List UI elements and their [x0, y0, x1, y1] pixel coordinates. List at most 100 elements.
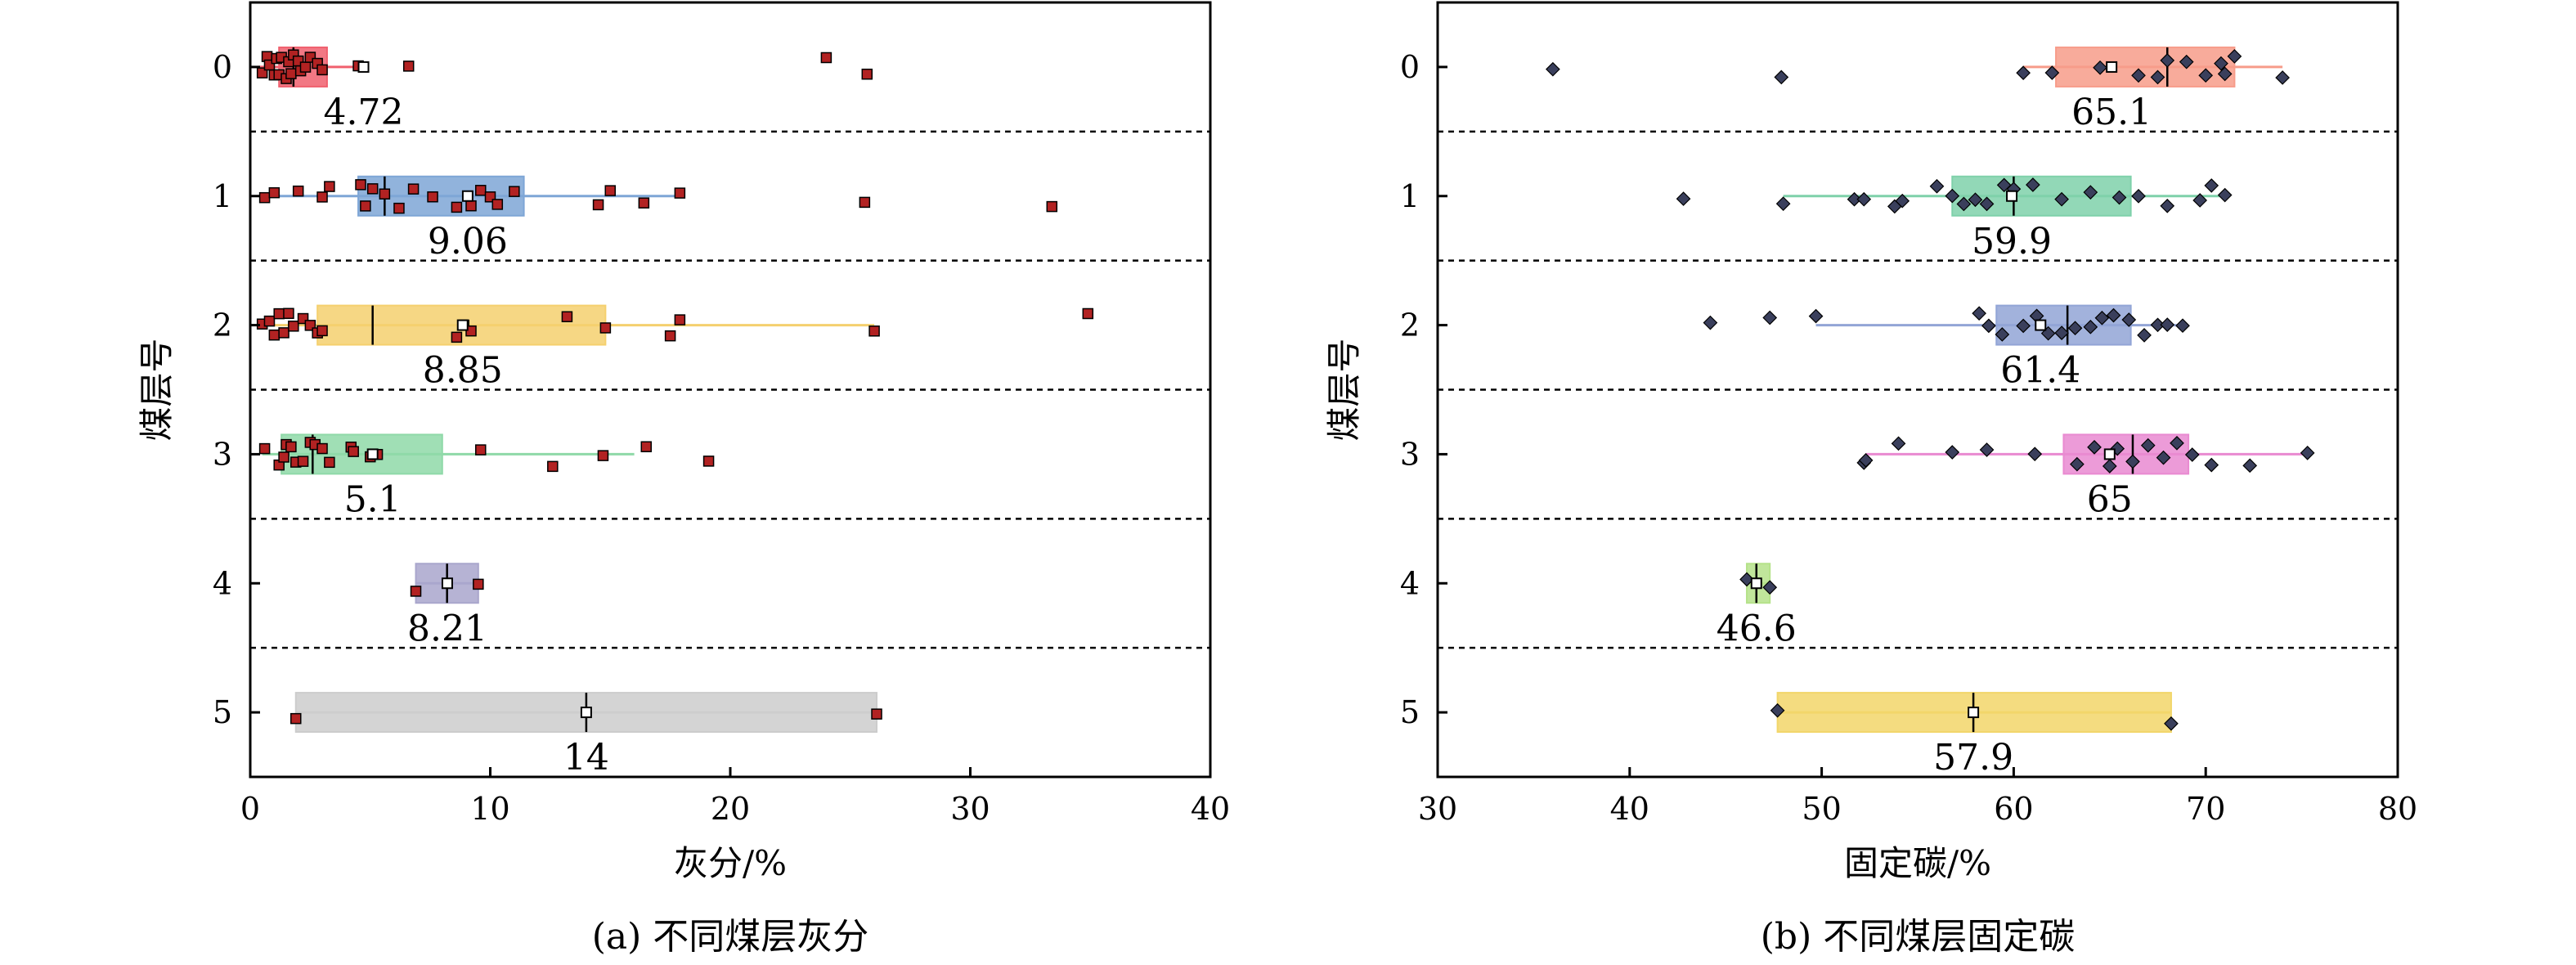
- box-iqr: [2056, 47, 2234, 87]
- data-point: [291, 714, 301, 724]
- data-point: [394, 204, 404, 213]
- data-point: [2205, 179, 2218, 192]
- y-tick-label: 1: [1400, 178, 1420, 214]
- mean-marker: [442, 578, 452, 588]
- data-point: [509, 186, 519, 196]
- y-tick-label: 1: [213, 178, 232, 214]
- y-axis-title: 煤层号: [137, 338, 177, 441]
- box-group: 5.1: [260, 434, 714, 520]
- mean-label: 57.9: [1933, 737, 2013, 779]
- y-tick-label: 0: [213, 49, 232, 85]
- y-tick-label: 5: [1400, 694, 1420, 730]
- x-tick-label: 10: [470, 791, 509, 827]
- data-point: [1930, 180, 1943, 193]
- data-point: [1777, 197, 1790, 210]
- data-point: [598, 451, 608, 460]
- data-point: [368, 184, 378, 194]
- data-point: [1945, 446, 1959, 459]
- data-point: [325, 182, 334, 191]
- data-point: [641, 442, 651, 451]
- data-point: [473, 579, 483, 589]
- mean-marker: [368, 449, 378, 459]
- panel-a-ash-chart: 4.72 9.06 8.85 5.1 8.21 14 0 1 2 3 4 5 0 10 20 30 40 灰分/%…: [137, 2, 1230, 958]
- data-point: [260, 444, 270, 454]
- data-point: [821, 52, 831, 62]
- data-point: [2205, 459, 2218, 472]
- data-point: [1546, 63, 1560, 76]
- data-point: [409, 184, 419, 194]
- data-point: [675, 315, 684, 325]
- box-group: 65.1: [1546, 47, 2289, 133]
- box-iqr: [2063, 434, 2188, 474]
- data-point: [260, 193, 270, 203]
- box-group: 4.72: [258, 47, 873, 133]
- data-point: [2276, 71, 2289, 84]
- data-point: [1703, 316, 1717, 330]
- data-point: [1982, 319, 1995, 332]
- x-tick-label: 0: [240, 791, 260, 827]
- mean-marker: [2007, 191, 2017, 201]
- data-point: [872, 709, 882, 719]
- mean-label: 9.06: [428, 221, 508, 263]
- x-tick-label: 20: [711, 791, 750, 827]
- data-point: [264, 316, 274, 326]
- data-point: [869, 326, 879, 336]
- data-point: [298, 456, 308, 466]
- data-point: [348, 447, 358, 456]
- data-point: [317, 192, 327, 202]
- y-tick-label: 3: [213, 436, 232, 472]
- y-tick-label: 3: [1400, 436, 1420, 472]
- data-point: [859, 197, 869, 207]
- data-point: [1857, 193, 1870, 206]
- mean-marker: [463, 191, 473, 201]
- box-group: 61.4: [1703, 306, 2189, 392]
- mean-label: 59.9: [1972, 221, 2052, 263]
- x-tick-label: 40: [1610, 791, 1649, 827]
- data-point: [639, 198, 648, 208]
- x-tick-label: 50: [1802, 791, 1841, 827]
- data-point: [548, 461, 558, 471]
- data-point: [2138, 329, 2151, 342]
- data-point: [862, 70, 872, 79]
- x-tick-label: 30: [950, 791, 990, 827]
- mean-label: 65: [2087, 478, 2133, 520]
- data-point: [451, 202, 461, 212]
- panel-b-fixed-carbon-chart: 65.1 59.9 61.4 65 46.6 57.9 0 1 2 3 4 5 30 40 50 60 70 80…: [1324, 2, 2417, 958]
- mean-label: 46.6: [1717, 608, 1797, 649]
- mean-marker: [581, 707, 591, 717]
- mean-label: 5.1: [344, 478, 402, 520]
- data-point: [301, 62, 311, 72]
- data-point: [294, 186, 303, 196]
- y-tick-label: 4: [1400, 565, 1420, 601]
- y-tick-label: 2: [1400, 307, 1420, 343]
- data-point: [451, 332, 461, 342]
- data-point: [279, 452, 289, 462]
- data-point: [269, 188, 279, 198]
- data-point: [428, 192, 438, 202]
- data-point: [605, 186, 615, 195]
- box-group: 57.9: [1771, 693, 2178, 779]
- box-group: 9.06: [260, 177, 1057, 263]
- data-point: [2301, 447, 2314, 460]
- data-point: [2017, 66, 2030, 79]
- mean-marker: [1752, 578, 1761, 588]
- data-point: [2028, 447, 2041, 460]
- data-point: [476, 445, 486, 455]
- data-point: [2219, 189, 2232, 202]
- data-point: [2161, 200, 2174, 213]
- box-group: 59.9: [1677, 177, 2232, 263]
- data-point: [666, 331, 675, 341]
- y-axis-title: 煤层号: [1324, 338, 1364, 441]
- mean-label: 14: [563, 737, 609, 779]
- data-point: [286, 442, 296, 451]
- mean-label: 61.4: [2000, 350, 2080, 392]
- data-point: [269, 330, 279, 340]
- x-axis-title: 灰分/%: [674, 843, 787, 883]
- mean-label: 4.72: [324, 92, 404, 133]
- y-tick-label: 5: [213, 694, 232, 730]
- data-point: [289, 321, 298, 331]
- data-point: [2161, 318, 2174, 331]
- data-point: [1892, 437, 1905, 450]
- data-point: [1972, 307, 1986, 320]
